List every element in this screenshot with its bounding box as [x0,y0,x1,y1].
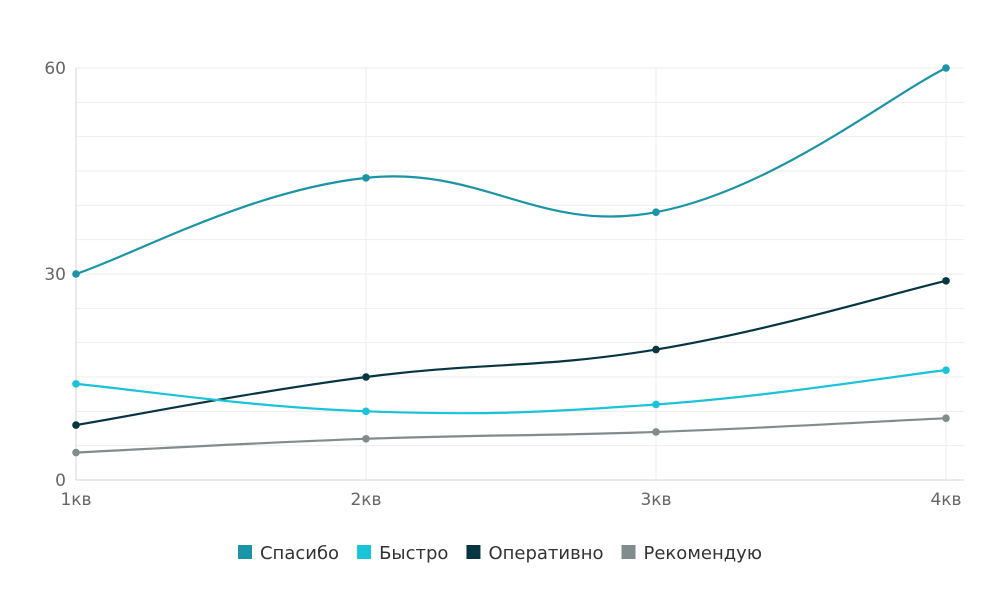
series-line [75,369,947,415]
data-point [942,366,950,374]
data-point [362,174,370,182]
legend-swatch [466,545,481,559]
data-point [652,428,660,436]
y-tick-label: 30 [44,265,66,285]
data-point [362,407,370,416]
x-tick-label: 3кв [640,490,671,510]
data-point [652,208,660,216]
data-point [942,414,950,423]
data-point [942,277,950,285]
legend: Спасибо Быстро Оперативно Рекомендую [237,543,763,564]
legend-label: Быстро [379,543,448,564]
legend-item[interactable]: Оперативно [466,543,604,564]
legend-swatch [357,545,372,559]
legend-label: Спасибо [260,543,339,564]
data-point [72,448,80,457]
data-point [72,270,80,278]
x-tick-label: 2кв [350,490,381,510]
grid-lines [76,67,964,480]
y-tick-label: 0 [55,471,66,491]
data-points [72,64,950,457]
data-point [362,373,370,381]
legend-item[interactable]: Спасибо [237,543,339,564]
y-tick-label: 60 [44,59,66,79]
legend-label: Рекомендую [644,543,763,564]
series-line [75,417,947,454]
data-point [362,435,370,443]
x-tick-label: 1кв [60,490,91,510]
data-point [942,64,950,72]
legend-item[interactable]: Рекомендую [621,543,763,564]
data-point [652,345,660,354]
data-point [652,400,660,409]
series-lines [75,67,947,454]
legend-item[interactable]: Быстро [357,543,448,564]
data-point [72,421,80,429]
series-line [75,67,947,276]
legend-swatch [621,545,636,559]
data-point [72,380,80,388]
tick-labels: 0 30 60 1кв 2кв 3кв 4кв [44,59,961,510]
legend-swatch [237,545,252,559]
legend-label: Оперативно [488,543,603,564]
x-tick-label: 4кв [930,490,961,510]
series-line [75,279,947,427]
